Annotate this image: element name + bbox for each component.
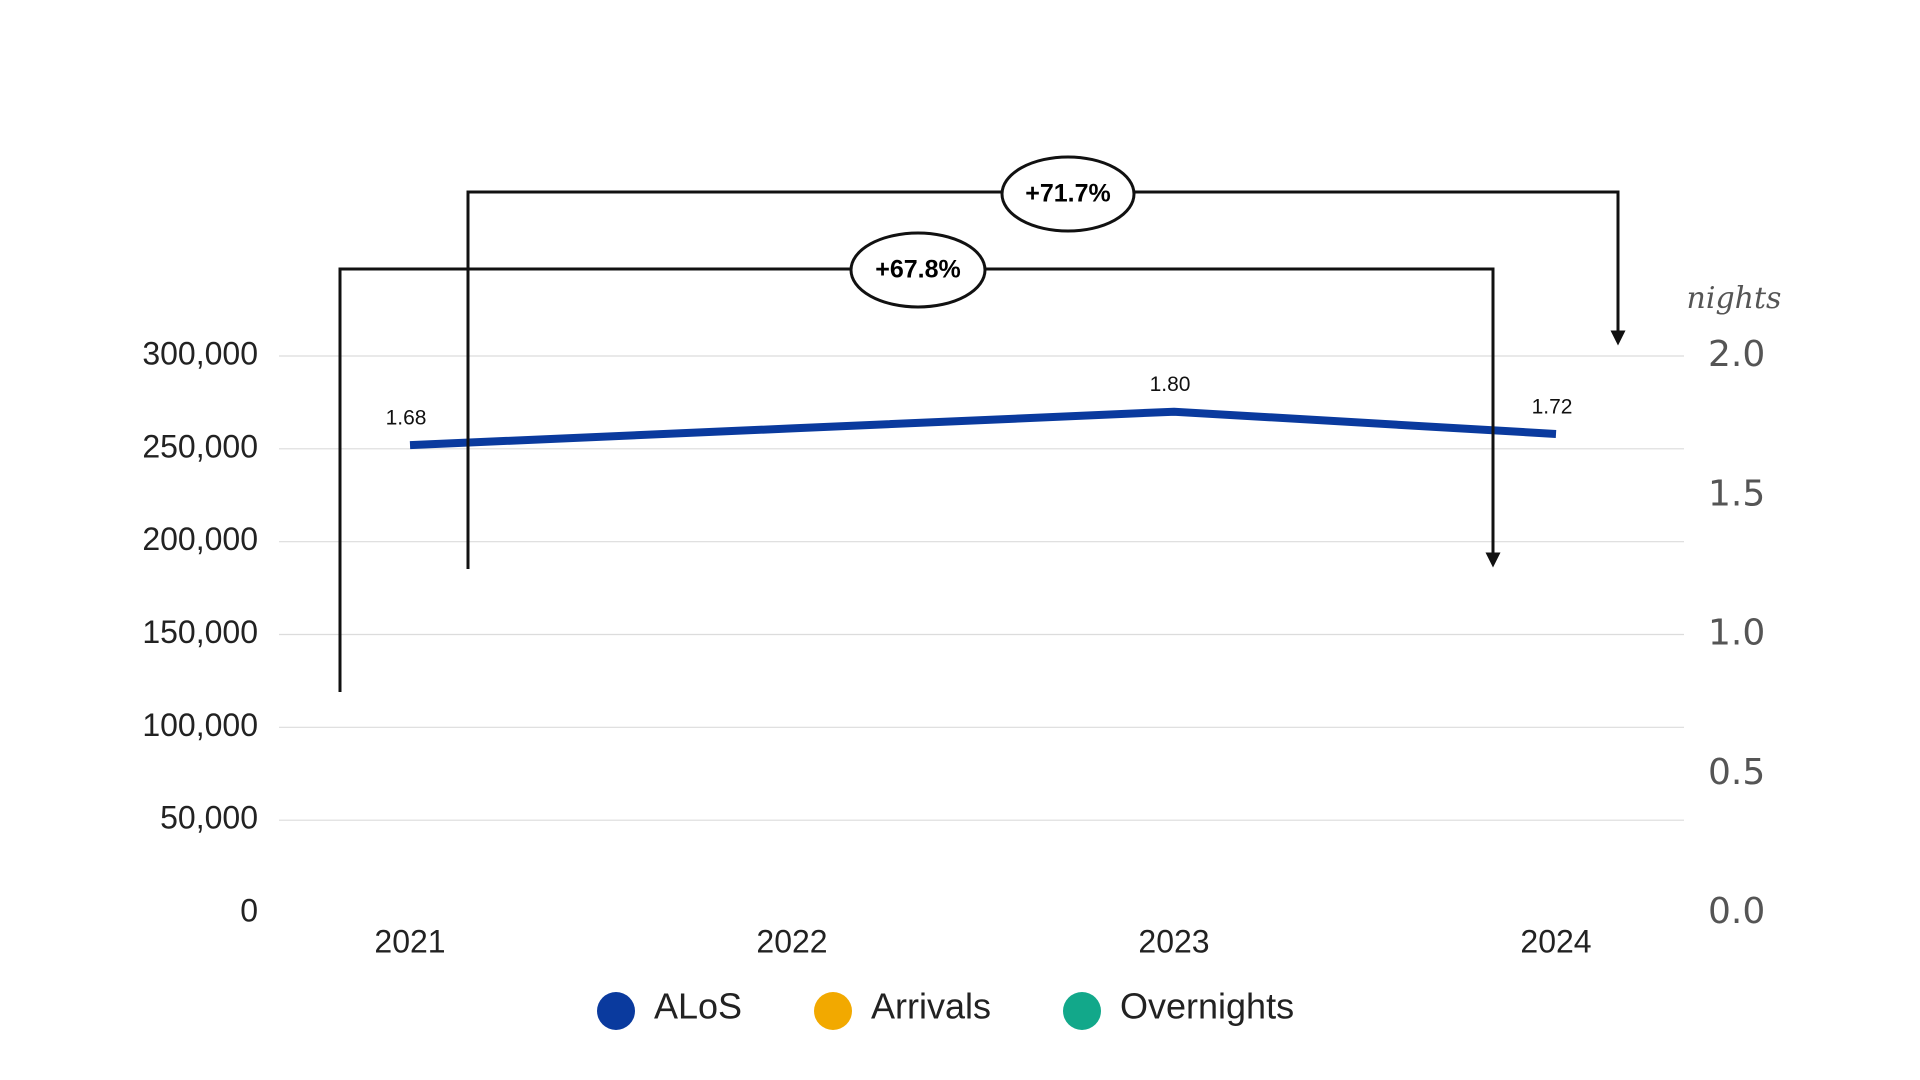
y-tick-label: 0: [240, 892, 258, 928]
annotation-bubble: [1000, 155, 1136, 233]
y-tick-label: 250,000: [142, 428, 258, 464]
annotation-bubble: [849, 231, 987, 309]
bracket-line: [338, 267, 1501, 692]
y2-axis-label: nights: [1687, 281, 1782, 316]
legend-label: Overnights: [1120, 986, 1294, 1027]
legend-swatch: [1063, 992, 1101, 1030]
x-tick-label: 2024: [1520, 923, 1591, 959]
y-tick-label: 100,000: [142, 707, 258, 743]
line: [409, 407, 1557, 450]
data-label: 1.68: [386, 407, 427, 430]
annotation: +71.7%: [1025, 180, 1111, 208]
y2-tick-label: 0.0: [1708, 891, 1765, 932]
y2-tick-label: 1.5: [1708, 473, 1765, 514]
y-tick-label: 200,000: [142, 521, 258, 557]
plot-area: 0 50,000 100,000 150,000 200,000 250,000 300,0…: [142, 334, 1765, 959]
legend-swatch: [814, 992, 852, 1030]
y2-tick-label: 1.0: [1708, 613, 1765, 654]
bracket-inner: +67.8%: [338, 231, 1501, 692]
y-tick-label: 300,000: [142, 335, 258, 371]
bracket-outer: +71.7%: [466, 155, 1626, 569]
x-tick-label: 2021: [374, 923, 445, 959]
y2-tick-label: 0.5: [1708, 752, 1765, 793]
data-label: 1.80: [1150, 373, 1191, 396]
x-tick-label: 2023: [1138, 923, 1209, 959]
legend-label: Arrivals: [871, 986, 991, 1027]
y2-tick-label: 2.0: [1708, 334, 1765, 375]
y-tick-label: 150,000: [142, 614, 258, 650]
bracket-line: [466, 190, 1626, 569]
x-tick-label: 2022: [756, 923, 827, 959]
annotation: +67.8%: [875, 256, 961, 284]
legend-label: ALoS: [654, 986, 742, 1027]
legend: ALoS Arrivals Overnights: [597, 986, 1294, 1030]
y-tick-label: 50,000: [160, 800, 258, 836]
data-label: 1.72: [1532, 396, 1573, 419]
legend-swatch: [597, 992, 635, 1030]
